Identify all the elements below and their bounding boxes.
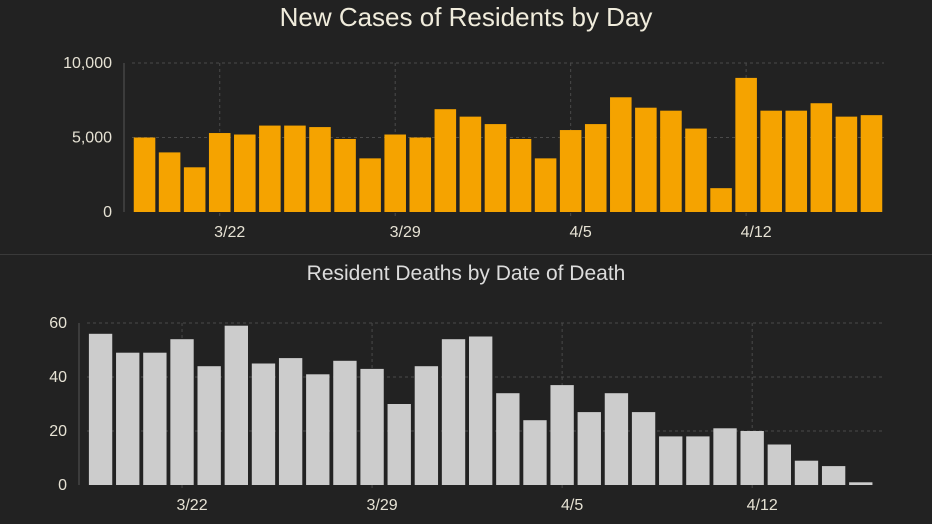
deaths-y-tick-label: 40: [49, 369, 67, 386]
deaths-bar: [523, 420, 547, 485]
deaths-bar: [550, 385, 574, 485]
cases-bar: [584, 124, 607, 212]
deaths-bar: [333, 360, 357, 485]
deaths-bar: [577, 412, 601, 485]
cases-bar: [660, 110, 682, 212]
deaths-bar: [604, 393, 629, 485]
cases-bar: [284, 125, 306, 212]
deaths-bar: [686, 436, 710, 485]
cases-bar: [835, 116, 858, 212]
deaths-bar: [441, 339, 466, 485]
cases-y-tick-label: 0: [103, 204, 112, 221]
deaths-bar: [794, 460, 819, 485]
deaths-x-tick-label: 4/12: [747, 497, 778, 514]
deaths-bar: [496, 393, 520, 485]
cases-bar: [509, 138, 532, 212]
cases-bar: [133, 137, 156, 212]
cases-bar: [409, 137, 432, 212]
cases-x-tick-label: 4/5: [570, 224, 592, 241]
cases-bar: [208, 133, 231, 212]
deaths-bar: [414, 366, 439, 485]
deaths-x-tick-label: 4/5: [561, 497, 583, 514]
deaths-bar: [251, 363, 276, 485]
cases-bar: [810, 103, 833, 212]
deaths-y-tick-label: 20: [49, 423, 67, 440]
cases-bar: [234, 134, 256, 212]
cases-bar: [484, 124, 507, 212]
deaths-x-tick-label: 3/22: [176, 497, 207, 514]
deaths-y-tick-label: 60: [49, 315, 67, 332]
cases-bar: [685, 128, 707, 212]
deaths-bar: [767, 444, 791, 485]
deaths-bar: [88, 333, 113, 485]
deaths-bar: [197, 366, 221, 485]
cases-bar: [158, 152, 181, 212]
cases-bar: [359, 158, 381, 212]
deaths-x-tick-label: 3/29: [367, 497, 398, 514]
deaths-bar: [849, 482, 873, 485]
cases-x-tick-label: 4/12: [741, 224, 772, 241]
cases-bar: [559, 130, 582, 212]
cases-bar: [760, 110, 782, 212]
cases-x-tick-label: 3/29: [390, 224, 421, 241]
deaths-bar: [387, 404, 411, 485]
cases-y-tick-label: 5,000: [72, 130, 112, 147]
cases-bar: [785, 110, 808, 212]
deaths-bar: [224, 325, 248, 485]
cases-y-tick-label: 10,000: [63, 55, 112, 72]
cases-bar: [259, 125, 281, 212]
deaths-bar: [659, 436, 683, 485]
cases-bar: [183, 167, 206, 212]
cases-chart-title: New Cases of Residents by Day: [279, 2, 653, 32]
cases-bar: [534, 158, 557, 212]
cases-bar: [384, 134, 406, 212]
cases-bar: [334, 138, 356, 212]
cases-bar: [434, 109, 457, 212]
cases-bar: [309, 127, 331, 212]
deaths-bar: [469, 336, 493, 485]
cases-bar: [635, 107, 657, 212]
cases-bar: [710, 188, 732, 212]
deaths-bar: [170, 339, 194, 485]
chart-divider: [0, 254, 932, 255]
cases-bar: [459, 116, 482, 212]
deaths-chart-title: Resident Deaths by Date of Death: [306, 262, 626, 285]
deaths-bar: [360, 368, 384, 485]
cases-bar: [735, 77, 757, 213]
deaths-bar: [631, 412, 656, 485]
cases-chart: 0 5,000 10,000 3/22 3/29 4/5 4/12: [63, 55, 884, 241]
deaths-bar: [278, 358, 303, 485]
deaths-bar: [821, 466, 846, 485]
deaths-y-tick-label: 0: [58, 477, 67, 494]
deaths-bar: [306, 374, 330, 485]
cases-bar: [610, 97, 632, 212]
deaths-bar: [740, 431, 764, 485]
cases-bar: [860, 115, 883, 212]
deaths-bar: [116, 352, 140, 485]
deaths-bar: [713, 428, 737, 485]
deaths-bar: [143, 352, 167, 485]
cases-x-tick-label: 3/22: [214, 224, 245, 241]
